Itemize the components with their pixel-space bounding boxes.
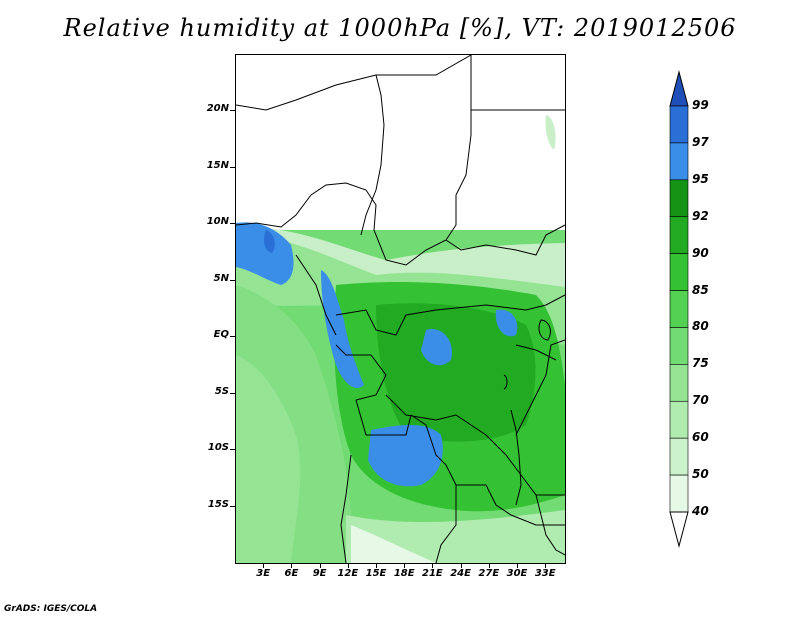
lat-tick-label: 5N: [213, 272, 229, 284]
lon-tick-label: 12E: [337, 568, 359, 579]
colorbar-level-label: 50: [692, 467, 709, 482]
colorbar: [669, 70, 689, 548]
lat-tick-label: 10S: [207, 442, 229, 454]
lat-tick-label: EQ: [213, 329, 229, 341]
lat-tick-label: 10N: [206, 216, 229, 228]
colorbar-segment: [669, 327, 689, 365]
lat-tick-mark: [230, 505, 235, 507]
colorbar-level-label: 70: [692, 393, 709, 408]
lon-tick-label: 3E: [256, 568, 271, 579]
colorbar-level-label: 85: [692, 282, 709, 297]
colorbar-segment: [669, 364, 689, 402]
humidity-patch-east: [495, 309, 518, 337]
south-dry: [351, 525, 436, 563]
lon-tick-mark: [319, 563, 321, 568]
humidity-patch-coast: [321, 270, 364, 389]
colorbar-level-label: 90: [692, 245, 709, 260]
lat-tick-mark: [230, 449, 235, 451]
colorbar-level-label: 97: [692, 134, 709, 149]
colorbar-level-label: 99: [692, 98, 709, 112]
lat-tick-label: 15N: [206, 159, 229, 171]
lon-tick-mark: [432, 563, 434, 568]
lat-tick-label: 20N: [206, 103, 229, 115]
lon-tick-label: 18E: [393, 568, 415, 579]
colorbar-level-label: 95: [692, 171, 709, 186]
lon-tick-mark: [517, 563, 518, 568]
chart-title: Relative humidity at 1000hPa [%], VT: 20…: [63, 14, 737, 42]
colorbar-level-label: 92: [692, 208, 709, 223]
lon-tick-mark: [291, 563, 293, 568]
lat-tick-mark: [230, 166, 235, 168]
humidity-map: [236, 55, 565, 563]
colorbar-bottom-triangle: [669, 511, 689, 548]
colorbar-top-triangle: [669, 70, 689, 107]
humidity-patch-south: [368, 425, 443, 487]
congo-humidity-core: [376, 303, 536, 442]
humidity-patch-dark: [264, 230, 275, 253]
colorbar-segment: [669, 105, 689, 144]
lon-tick-mark: [545, 563, 547, 568]
colorbar-level-label: 80: [692, 319, 709, 334]
lat-tick-mark: [230, 336, 235, 338]
humidity-patch-ne: [545, 115, 556, 150]
colorbar-level-label: 75: [692, 356, 709, 371]
colorbar-level-label: 60: [692, 430, 709, 445]
country-borders: [236, 55, 565, 563]
lon-tick-label: 33E: [534, 568, 556, 579]
colorbar-segment: [669, 142, 689, 181]
colorbar-segment: [669, 474, 689, 513]
colorbar-level-label: 40: [692, 504, 709, 518]
lat-tick-label: 5S: [214, 385, 229, 397]
colorbar-segment: [669, 400, 689, 439]
lon-tick-label: 6E: [284, 568, 299, 579]
ocean-humidity-2: [236, 355, 301, 563]
lon-tick-mark: [376, 563, 377, 568]
lake-outlines: [503, 319, 551, 506]
lon-tick-label: 15E: [365, 568, 387, 579]
lon-tick-label: 21E: [422, 568, 443, 579]
colorbar-segment: [669, 437, 689, 476]
humidity-patch-gulf: [236, 222, 294, 285]
map-panel: [235, 54, 566, 564]
colorbar-segment: [669, 290, 689, 328]
lat-tick-mark: [230, 392, 235, 394]
credit-text: GrADS: IGES/COLA: [4, 604, 98, 614]
lat-tick-label: 15S: [207, 498, 229, 510]
lon-tick-mark: [460, 563, 462, 568]
humidity-patch-basin: [421, 329, 452, 366]
lat-tick-mark: [230, 223, 235, 225]
lon-tick-mark: [488, 563, 490, 568]
lon-tick-label: 9E: [312, 568, 327, 579]
lon-tick-mark: [347, 563, 349, 568]
lon-tick-mark: [404, 563, 406, 568]
lat-tick-mark: [230, 110, 235, 112]
lon-tick-label: 27E: [478, 568, 500, 579]
colorbar-segment: [669, 179, 689, 218]
lon-tick-mark: [263, 563, 265, 568]
lat-tick-mark: [230, 279, 235, 281]
colorbar-segment: [669, 253, 689, 291]
dry-region: [236, 55, 565, 230]
lon-tick-label: 24E: [450, 568, 471, 579]
colorbar-segment: [669, 216, 689, 254]
lon-tick-label: 30E: [506, 568, 528, 579]
